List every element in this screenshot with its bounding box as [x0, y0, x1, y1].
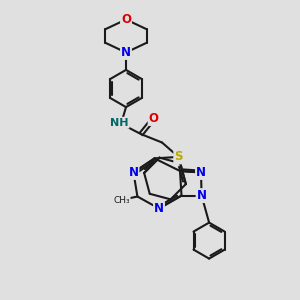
Text: CH₃: CH₃ [113, 196, 130, 205]
Text: N: N [121, 46, 131, 59]
Text: NH: NH [110, 118, 129, 128]
Text: O: O [148, 112, 159, 125]
Text: N: N [154, 202, 164, 215]
Text: S: S [174, 150, 183, 164]
Text: N: N [196, 189, 207, 202]
Text: O: O [121, 13, 131, 26]
Text: N: N [196, 166, 206, 179]
Text: N: N [128, 166, 139, 179]
